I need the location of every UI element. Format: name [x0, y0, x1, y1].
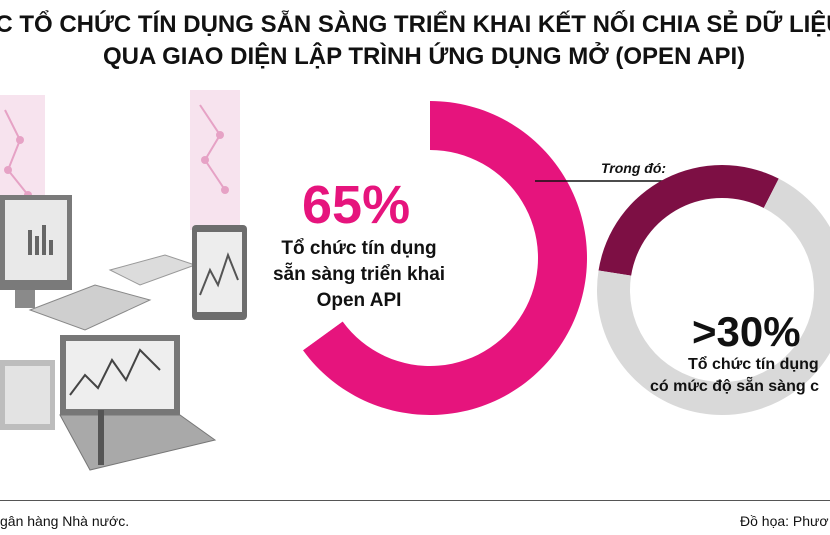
sub-donut-slice-rest [597, 178, 830, 415]
illustration-laptop [0, 335, 217, 471]
sub-description-line: Tổ chức tín dụng [688, 356, 819, 373]
title-line-1: ÁC TỔ CHỨC TÍN DỤNG SẴN SÀNG TRIỂN KHAI … [0, 11, 830, 38]
sub-description-line: có mức độ sẵn sàng c [650, 378, 819, 395]
footer-credit: Đồ họa: Phươ [740, 513, 829, 529]
title-line-2: QUA GIAO DIỆN LẬP TRÌNH ỨNG DỤNG MỞ (OPE… [103, 43, 746, 70]
illustration-monitor [0, 195, 72, 308]
main-donut-slice-ready [302, 101, 587, 415]
chart-main-donut [273, 101, 587, 415]
illustration-tablet [192, 225, 247, 320]
footer-source: gân hàng Nhà nước. [0, 513, 130, 529]
footer: gân hàng Nhà nước. Đồ họa: Phươ [0, 500, 830, 535]
main-value-label: 65% [302, 175, 411, 235]
sub-donut-slice-high [598, 165, 779, 276]
illustration-panel-right [190, 90, 240, 230]
main-description-line: Tổ chức tín dụng [281, 238, 437, 259]
main-description-line: Open API [316, 290, 402, 311]
main-description: Tổ chức tín dụng sẵn sàng triển khai Ope… [250, 236, 468, 314]
main-description-line: sẵn sàng triển khai [272, 264, 446, 285]
sub-description: Tổ chức tín dụng có mức độ sẵn sàng c [650, 354, 830, 398]
sub-value-label: >30% [692, 308, 801, 355]
main-donut-slice-rest [273, 101, 430, 351]
callout-note: Trong đó: [601, 160, 667, 176]
illustration-panel-left [0, 95, 45, 205]
illustration [0, 90, 247, 471]
chart-sub-donut [597, 165, 830, 415]
